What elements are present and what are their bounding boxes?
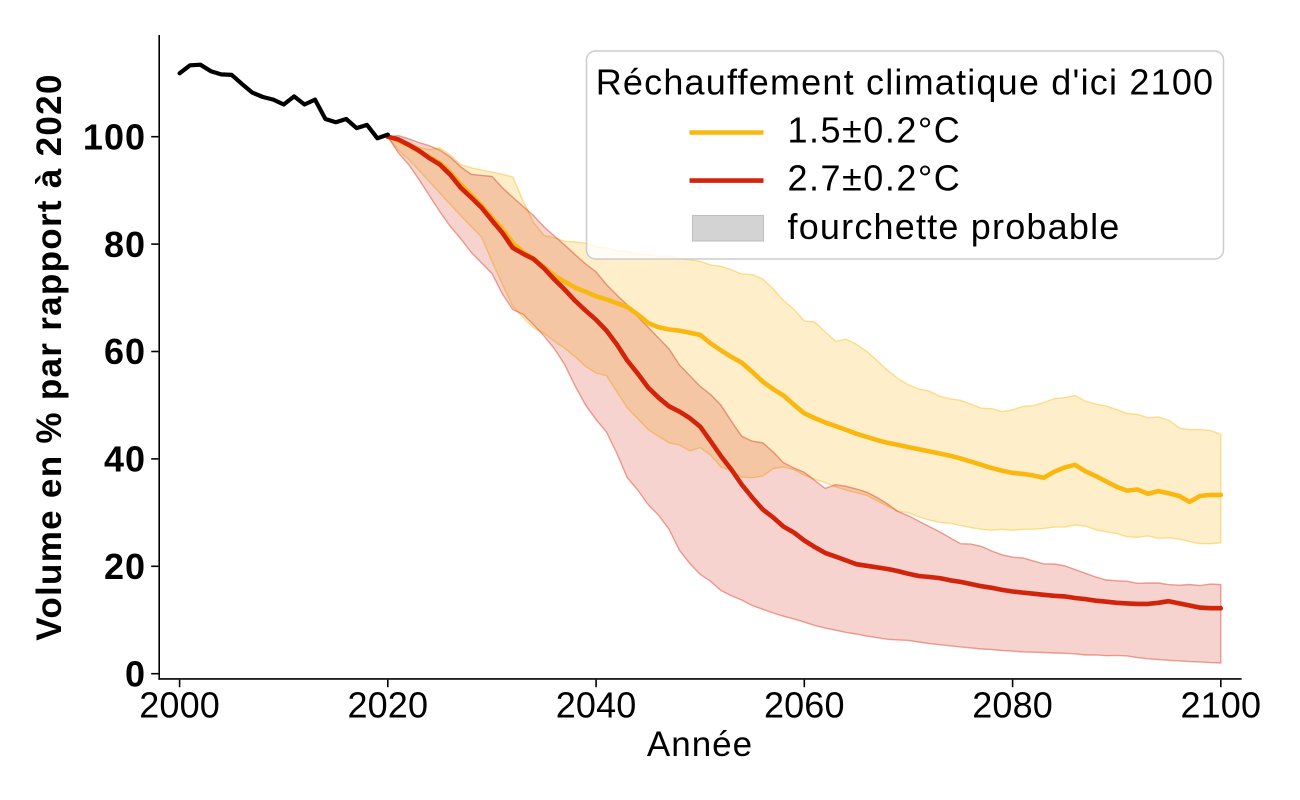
svg-text:Réchauffement climatique d'ici: Réchauffement climatique d'ici 2100 — [596, 62, 1215, 103]
svg-text:2.7±0.2°C: 2.7±0.2°C — [788, 158, 962, 199]
svg-text:2060: 2060 — [764, 685, 845, 726]
svg-text:Année: Année — [647, 725, 753, 764]
svg-text:80: 80 — [104, 224, 146, 265]
svg-text:2080: 2080 — [972, 685, 1053, 726]
svg-text:0: 0 — [125, 653, 146, 694]
svg-text:40: 40 — [104, 439, 146, 480]
svg-text:2040: 2040 — [556, 685, 637, 726]
svg-text:1.5±0.2°C: 1.5±0.2°C — [788, 110, 962, 151]
svg-text:2000: 2000 — [139, 685, 220, 726]
svg-text:100: 100 — [83, 116, 146, 157]
svg-text:60: 60 — [104, 331, 146, 372]
svg-text:2020: 2020 — [347, 685, 428, 726]
svg-text:fourchette probable: fourchette probable — [788, 206, 1121, 247]
svg-text:2100: 2100 — [1180, 685, 1261, 726]
svg-text:Volume en % par rapport à 2020: Volume en % par rapport à 2020 — [30, 73, 69, 640]
svg-text:20: 20 — [104, 546, 146, 587]
